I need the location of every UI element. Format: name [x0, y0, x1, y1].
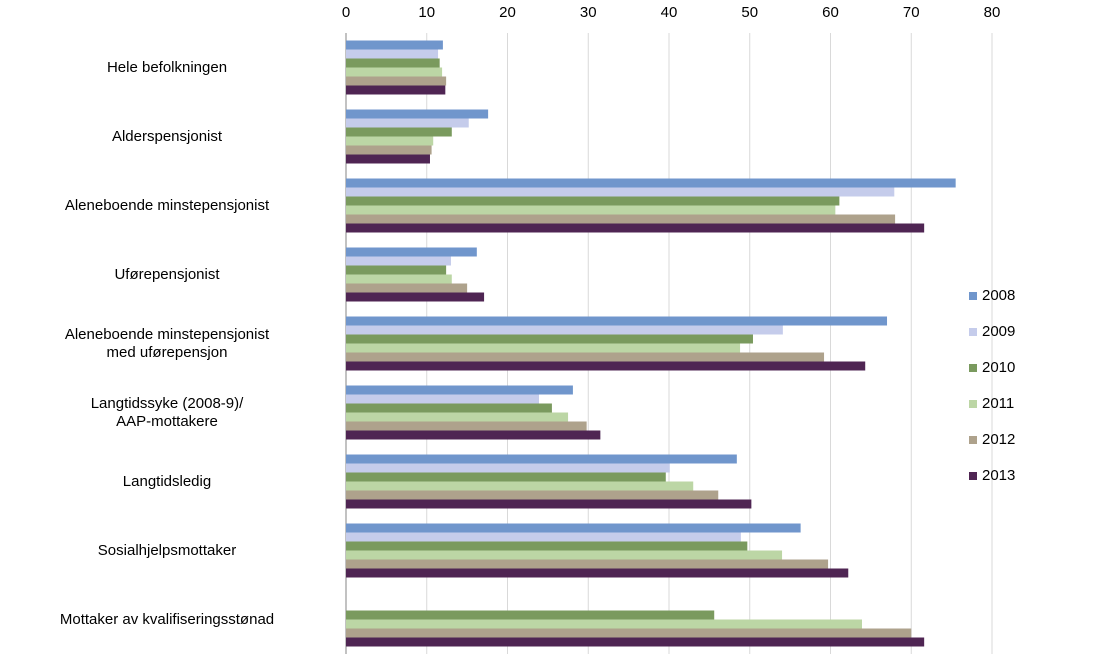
bar	[346, 85, 446, 95]
legend-label: 2013	[982, 467, 1015, 484]
x-tick-label: 10	[418, 4, 435, 21]
y-tick-label: Mottaker av kvalifiseringsstønad	[59, 610, 275, 628]
bar	[346, 490, 719, 500]
bar	[346, 292, 485, 302]
bar	[346, 421, 587, 431]
bar	[346, 412, 569, 422]
bar	[346, 343, 741, 353]
bar	[346, 619, 862, 629]
bar	[346, 109, 489, 119]
bar	[346, 145, 432, 155]
y-tick-label: Uførepensjonist	[114, 265, 220, 283]
bar	[346, 67, 443, 77]
bar	[346, 214, 896, 224]
bar	[346, 58, 440, 68]
bar	[346, 283, 468, 293]
y-tick-label: Aleneboende minstepensjonist med uførepe…	[64, 325, 270, 361]
bar	[346, 247, 477, 257]
y-tick-label: Langtidssyke (2008-9)/ AAP-mottakere	[90, 394, 244, 430]
bar	[346, 541, 748, 551]
y-tick-label: Hele befolkningen	[106, 58, 228, 76]
x-tick-label: 50	[741, 4, 758, 21]
legend-swatch	[969, 436, 977, 444]
y-tick-label: Aleneboende minstepensjonist	[64, 196, 270, 214]
bar	[346, 127, 452, 137]
legend-swatch	[969, 328, 977, 336]
bar	[346, 628, 912, 638]
bar	[346, 274, 452, 284]
bar	[346, 76, 447, 86]
bar	[346, 523, 801, 533]
x-tick-label: 20	[499, 4, 516, 21]
bar	[346, 568, 849, 578]
legend-swatch	[969, 472, 977, 480]
bar	[346, 559, 829, 569]
bar	[346, 463, 670, 473]
bar	[346, 178, 956, 188]
bar	[346, 40, 443, 50]
bar	[346, 265, 447, 275]
bar	[346, 316, 888, 326]
legend-label: 2008	[982, 287, 1015, 304]
bar	[346, 472, 666, 482]
bar	[346, 385, 573, 395]
legend-swatch	[969, 292, 977, 300]
bar	[346, 610, 715, 620]
bar	[346, 187, 895, 197]
bar	[346, 454, 737, 464]
legend-label: 2010	[982, 359, 1015, 376]
bar	[346, 136, 434, 146]
legend-label: 2011	[982, 395, 1014, 412]
y-tick-label: Alderspensjonist	[111, 127, 223, 145]
bar	[346, 118, 469, 128]
bar	[346, 361, 866, 371]
legend-swatch	[969, 400, 977, 408]
bar	[346, 154, 430, 164]
bar	[346, 394, 539, 404]
x-tick-label: 0	[342, 4, 350, 21]
bar	[346, 196, 840, 206]
x-tick-label: 40	[661, 4, 678, 21]
y-tick-label: Langtidsledig	[122, 472, 212, 490]
bar	[346, 481, 694, 491]
x-tick-label: 80	[984, 4, 1001, 21]
bar	[346, 430, 601, 440]
bar	[346, 352, 825, 362]
legend-label: 2009	[982, 323, 1015, 340]
x-tick-label: 70	[903, 4, 920, 21]
bar	[346, 532, 741, 542]
x-tick-label: 30	[580, 4, 597, 21]
bar	[346, 325, 783, 335]
bar	[346, 256, 451, 266]
bar	[346, 334, 753, 344]
x-tick-label: 60	[822, 4, 839, 21]
bar	[346, 223, 925, 233]
bar	[346, 403, 552, 413]
bar	[346, 499, 752, 509]
bar	[346, 637, 925, 647]
bar	[346, 49, 439, 59]
legend-label: 2012	[982, 431, 1015, 448]
bar	[346, 205, 836, 215]
y-tick-label: Sosialhjelpsmottaker	[97, 541, 237, 559]
bar	[346, 550, 783, 560]
legend-swatch	[969, 364, 977, 372]
